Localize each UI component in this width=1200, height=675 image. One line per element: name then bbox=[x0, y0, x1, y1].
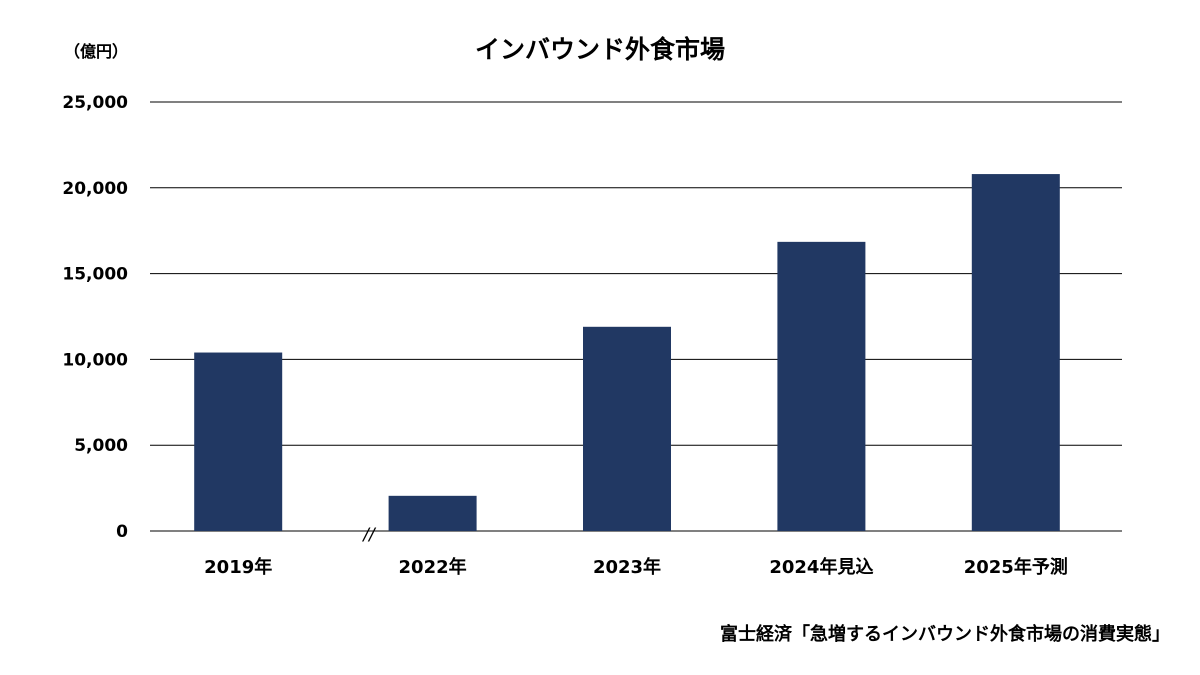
x-tick-label: 2019年 bbox=[204, 556, 272, 578]
y-tick-label: 0 bbox=[116, 522, 128, 542]
chart-title: インバウンド外食市場 bbox=[474, 35, 725, 64]
x-tick-label: 2023年 bbox=[593, 556, 661, 578]
y-tick-label: 25,000 bbox=[62, 93, 128, 113]
bar bbox=[777, 241, 866, 531]
x-tick-label: 2024年見込 bbox=[769, 556, 873, 578]
x-tick-label: 2025年予測 bbox=[964, 556, 1068, 578]
bar bbox=[194, 352, 283, 531]
bar bbox=[583, 326, 671, 531]
y-tick-label: 5,000 bbox=[74, 436, 128, 456]
source-note: 富士経済「急増するインバウンド外食市場の消費実態」 bbox=[720, 624, 1170, 645]
bar bbox=[388, 495, 477, 531]
y-tick-label: 20,000 bbox=[62, 179, 128, 199]
y-tick-label: 10,000 bbox=[62, 350, 128, 370]
bar bbox=[971, 174, 1060, 531]
axis-break-mark: // bbox=[361, 525, 377, 545]
x-tick-label: 2022年 bbox=[399, 556, 467, 578]
y-unit-label: （億円） bbox=[64, 42, 129, 61]
y-tick-label: 15,000 bbox=[62, 265, 128, 285]
